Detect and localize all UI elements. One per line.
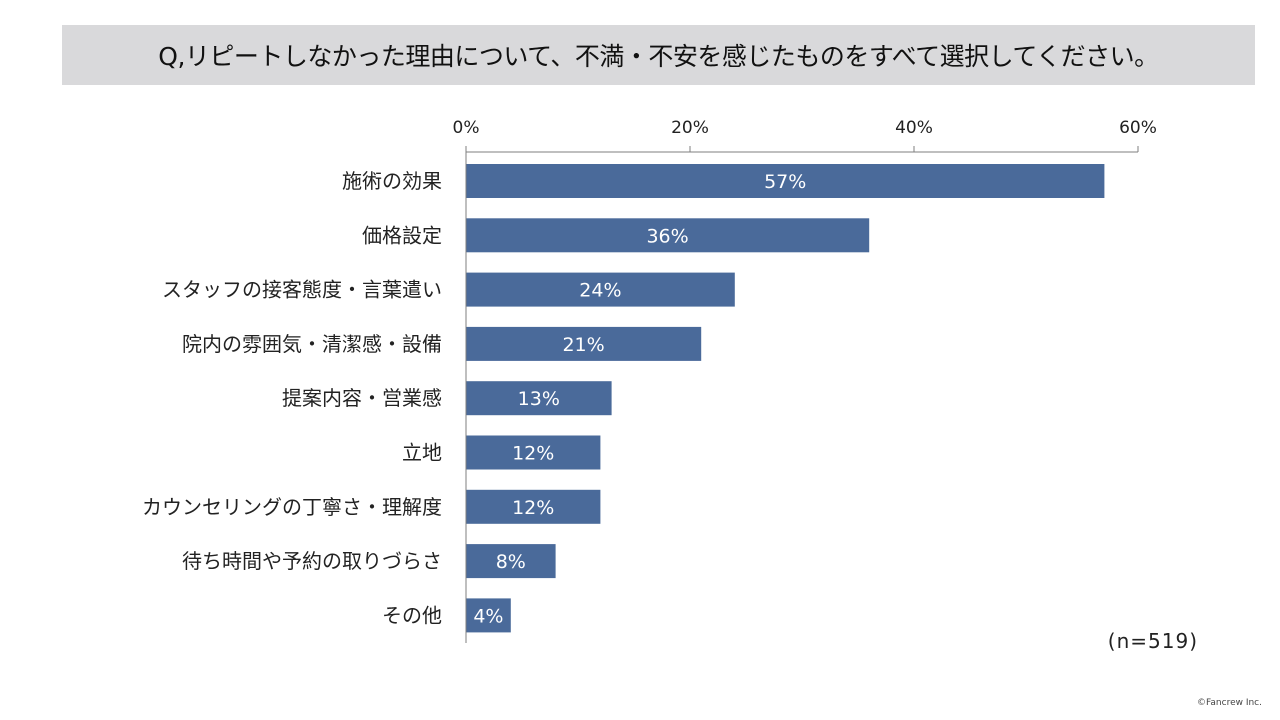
category-label: スタッフの接客態度・言葉遣い: [162, 278, 442, 302]
category-label: 施術の効果: [342, 169, 442, 193]
bar: [466, 164, 1105, 198]
bar: [466, 544, 556, 579]
bar: [466, 489, 601, 524]
bar-value-label: 36%: [646, 225, 688, 247]
sample-size-label: (n=519): [1107, 629, 1198, 653]
copyright-text: ©Fancrew Inc.: [1197, 698, 1262, 708]
category-label: 待ち時間や予約の取りづらさ: [182, 549, 442, 573]
category-label: 価格設定: [362, 223, 442, 247]
category-label: 立地: [402, 441, 442, 465]
category-label: カウンセリングの丁寧さ・理解度: [142, 495, 442, 519]
bar-value-label: 4%: [473, 605, 503, 627]
bar: [466, 218, 870, 253]
bar-value-label: 24%: [579, 280, 621, 302]
x-tick-label: 0%: [453, 118, 480, 138]
x-tick-label: 20%: [671, 118, 709, 138]
title-banner: Q,リピートしなかった理由について、不満・不安を感じたものをすべて選択してくださ…: [62, 25, 1255, 85]
chart-title: Q,リピートしなかった理由について、不満・不安を感じたものをすべて選択してくださ…: [158, 42, 1159, 71]
bar-value-label: 21%: [562, 334, 604, 356]
bar: [466, 598, 511, 633]
bar: [466, 435, 601, 470]
category-label: 提案内容・営業感: [282, 386, 442, 410]
bar-value-label: 57%: [764, 171, 806, 193]
category-label: 院内の雰囲気・清潔感・設備: [182, 332, 442, 356]
bar: [466, 272, 735, 307]
x-tick-label: 60%: [1119, 118, 1157, 138]
bar: [466, 381, 612, 416]
bar-value-label: 13%: [518, 388, 560, 410]
x-tick-label: 40%: [895, 118, 933, 138]
bar-value-label: 12%: [512, 443, 554, 465]
bar: [466, 326, 702, 361]
bar-value-label: 8%: [496, 551, 526, 573]
bar-value-label: 12%: [512, 497, 554, 519]
category-label: その他: [382, 603, 442, 627]
